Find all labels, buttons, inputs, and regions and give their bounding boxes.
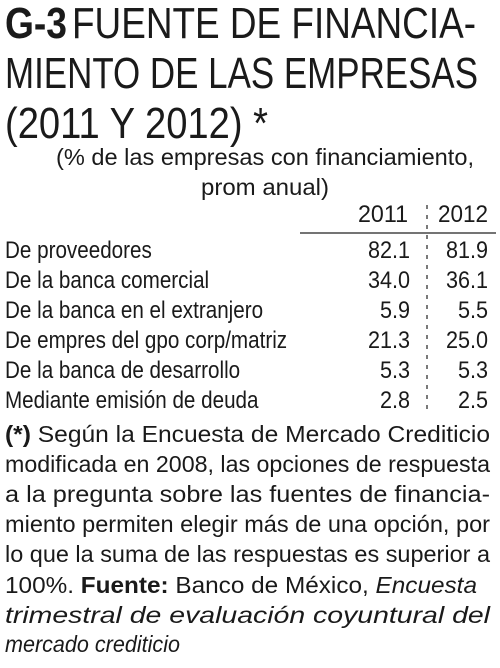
row-label: Mediante emisión de deuda <box>5 387 259 414</box>
column-header: 2012 <box>438 201 488 228</box>
note-line: miento permiten elegir más de una opción… <box>5 511 490 537</box>
cell-value: 5.3 <box>380 356 410 383</box>
subtitle-line: prom anual) <box>201 174 329 200</box>
cell-value: 34.0 <box>368 266 410 293</box>
row-label: De empres del gpo corp/matriz <box>5 327 287 354</box>
row-label: De la banca de desarrollo <box>5 357 240 384</box>
row-label: De proveedores <box>5 237 152 264</box>
note-text: 100%. <box>5 572 74 598</box>
cell-value: 81.9 <box>446 236 488 263</box>
cell-value: 25.0 <box>446 326 488 353</box>
publication-line: trimestral de evaluación coyuntural del <box>5 602 491 628</box>
cell-value: 2.8 <box>380 386 410 413</box>
subtitle-line: (% de las empresas con financiamiento, <box>56 144 474 170</box>
title-line: MIENTO DE LAS EMPRESAS <box>5 49 478 98</box>
note-marker: (*) <box>5 421 31 447</box>
row-label: De la banca en el extranjero <box>5 297 263 324</box>
source: Banco de México, <box>175 572 368 598</box>
title-line: (2011 Y 2012) * <box>5 99 268 148</box>
source-label: Fuente: <box>81 572 169 598</box>
publication-line: mercado crediticio <box>5 631 180 657</box>
column-header: 2011 <box>358 201 408 228</box>
cell-value: 21.3 <box>368 326 410 353</box>
note-line: 100%. Fuente: Banco de México, Encuesta <box>5 572 477 598</box>
cell-value: 36.1 <box>446 266 488 293</box>
publication: Encuesta <box>376 572 477 598</box>
cell-value: 5.5 <box>458 296 488 323</box>
note-text: Según la Encuesta de Mercado Crediticio <box>38 421 490 447</box>
note-line: modificada en 2008, las opciones de resp… <box>5 451 490 477</box>
note-line: lo que la suma de las respuestas es supe… <box>5 541 490 567</box>
table-body: De proveedores 82.1 81.9 De la banca comerc… <box>5 236 488 413</box>
cell-value: 82.1 <box>368 236 410 263</box>
cell-value: 5.3 <box>458 356 488 383</box>
note-line: (*) Según la Encuesta de Mercado Crediti… <box>5 421 490 447</box>
cell-value: 2.5 <box>458 386 488 413</box>
cell-value: 5.9 <box>380 296 410 323</box>
title-line: FUENTE DE FINANCIA- <box>72 0 476 48</box>
graphic-code: G-3 <box>5 0 67 48</box>
row-label: De la banca comercial <box>5 267 209 294</box>
note-line: a la pregunta sobre las fuentes de finan… <box>5 481 490 507</box>
